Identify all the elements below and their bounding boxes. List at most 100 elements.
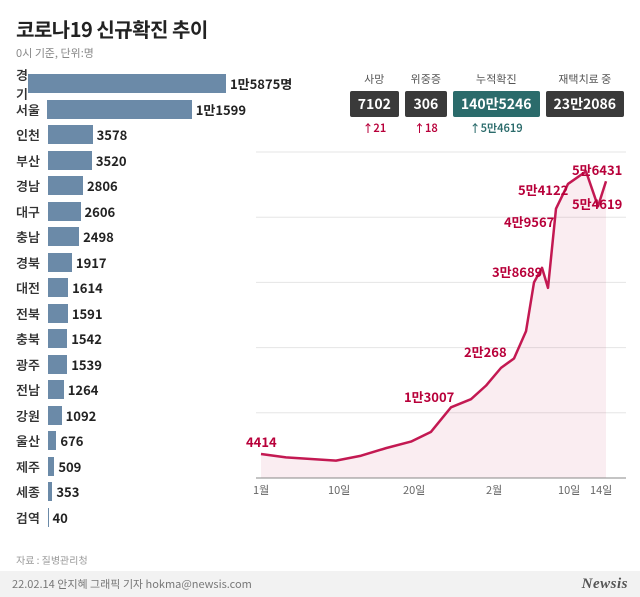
bar-fill — [28, 74, 226, 93]
bar-track: 1만1599 — [47, 100, 246, 119]
bar-value: 2606 — [85, 202, 116, 221]
chart-annotation: 5만4122 — [518, 180, 568, 199]
bar-value: 509 — [58, 457, 81, 476]
bar-label: 전남 — [16, 380, 48, 399]
bar-row: 경기1만5875명 — [16, 71, 246, 97]
bar-row: 충남2498 — [16, 224, 246, 250]
x-tick-label: 20일 — [403, 482, 425, 498]
bar-fill — [48, 380, 64, 399]
stat-box: 누적확진 140만5246 ↑5만4619 — [453, 71, 540, 136]
bar-fill — [48, 176, 83, 195]
bar-track: 676 — [48, 431, 246, 450]
bar-fill — [48, 151, 92, 170]
bar-fill — [48, 329, 67, 348]
bar-track: 2806 — [48, 176, 246, 195]
header: 코로나19 신규확진 추이 0시 기준, 단위:명 — [0, 0, 640, 65]
bar-value: 1만1599 — [196, 100, 246, 119]
bar-value: 1614 — [72, 278, 103, 297]
bar-fill — [48, 253, 72, 272]
bar-row: 부산 3520 — [16, 148, 246, 174]
page-subtitle: 0시 기준, 단위:명 — [16, 45, 624, 61]
bar-label: 인천 — [16, 125, 48, 144]
bar-label: 대전 — [16, 278, 48, 297]
bar-track: 1539 — [48, 355, 246, 374]
bar-fill — [48, 355, 67, 374]
chart-annotation: 2만268 — [464, 342, 507, 361]
stat-value: 306 — [405, 91, 447, 117]
bar-label: 충북 — [16, 329, 48, 348]
stat-delta: ↑21 — [350, 120, 399, 136]
stat-header: 누적확진 — [453, 71, 540, 87]
bar-value: 1539 — [71, 355, 102, 374]
bar-track: 353 — [48, 482, 246, 501]
bar-label: 경기 — [16, 65, 28, 103]
bar-label: 강원 — [16, 406, 48, 425]
bar-label: 검역 — [16, 508, 48, 527]
bar-label: 대구 — [16, 202, 48, 221]
bar-row: 서울 1만1599 — [16, 97, 246, 123]
bar-track: 1917 — [48, 253, 246, 272]
bar-label: 울산 — [16, 431, 48, 450]
bar-fill — [48, 125, 93, 144]
bar-row: 울산 676 — [16, 428, 246, 454]
bar-value: 1917 — [76, 253, 107, 272]
bar-value: 1092 — [66, 406, 97, 425]
bar-label: 전북 — [16, 304, 48, 323]
bar-row: 세종 353 — [16, 479, 246, 505]
trend-line-chart: 44141만30072만2683만86894만95675만41225만64315… — [246, 142, 624, 502]
stat-box: 사망 7102 ↑21 — [350, 71, 399, 136]
bar-label: 광주 — [16, 355, 48, 374]
bar-fill — [48, 227, 79, 246]
right-column: 사망7102↑21위중증306↑18누적확진140만5246↑5만4619재택치… — [246, 71, 624, 530]
bar-label: 서울 — [16, 100, 47, 119]
chart-annotation: 3만8689 — [492, 262, 542, 281]
x-tick-label: 10일 — [328, 482, 350, 498]
source-line: 자료 : 질병관리청 — [16, 552, 88, 567]
bar-fill — [48, 202, 81, 221]
stat-box: 위중증306↑18 — [405, 71, 447, 136]
bar-fill — [48, 304, 68, 323]
stat-value: 7102 — [350, 91, 399, 117]
stats-row: 사망7102↑21위중증306↑18누적확진140만5246↑5만4619재택치… — [246, 71, 624, 136]
chart-annotation: 5만4619 — [572, 194, 622, 213]
bar-row: 전남 1264 — [16, 377, 246, 403]
bar-track: 3578 — [48, 125, 246, 144]
stat-header: 위중증 — [405, 71, 447, 87]
chart-annotation: 5만6431 — [572, 160, 622, 179]
bar-value: 2806 — [87, 176, 118, 195]
bar-row: 검역40 — [16, 505, 246, 531]
bar-row: 광주 1539 — [16, 352, 246, 378]
chart-annotation: 1만3007 — [404, 387, 454, 406]
bar-fill — [48, 278, 68, 297]
bar-value: 676 — [60, 431, 83, 450]
bar-label: 세종 — [16, 482, 48, 501]
bar-label: 부산 — [16, 151, 48, 170]
bar-row: 경북 1917 — [16, 250, 246, 276]
bar-track: 1542 — [48, 329, 246, 348]
bar-row: 강원 1092 — [16, 403, 246, 429]
bar-track: 1264 — [48, 380, 246, 399]
bar-track: 40 — [48, 508, 246, 527]
bar-fill — [48, 482, 52, 501]
bar-value: 1542 — [71, 329, 102, 348]
bar-value: 353 — [56, 482, 79, 501]
stat-header: 사망 — [350, 71, 399, 87]
stat-value: 140만5246 — [453, 91, 540, 117]
stat-header: 재택치료 중 — [546, 71, 624, 87]
bar-row: 제주 509 — [16, 454, 246, 480]
bar-row: 대구 2606 — [16, 199, 246, 225]
bar-fill — [48, 406, 62, 425]
bar-value: 3520 — [96, 151, 127, 170]
x-tick-label: 1월 — [253, 482, 269, 498]
bar-value: 1264 — [68, 380, 99, 399]
bar-label: 경남 — [16, 176, 48, 195]
bar-label: 제주 — [16, 457, 48, 476]
stat-box: 재택치료 중23만2086 — [546, 71, 624, 136]
bar-value: 1591 — [72, 304, 103, 323]
page-title: 코로나19 신규확진 추이 — [16, 14, 624, 43]
bar-track: 1614 — [48, 278, 246, 297]
bar-label: 경북 — [16, 253, 48, 272]
stat-delta: ↑5만4619 — [453, 120, 540, 136]
x-tick-label: 14일 — [590, 482, 612, 498]
x-tick-label: 2월 — [486, 482, 502, 498]
